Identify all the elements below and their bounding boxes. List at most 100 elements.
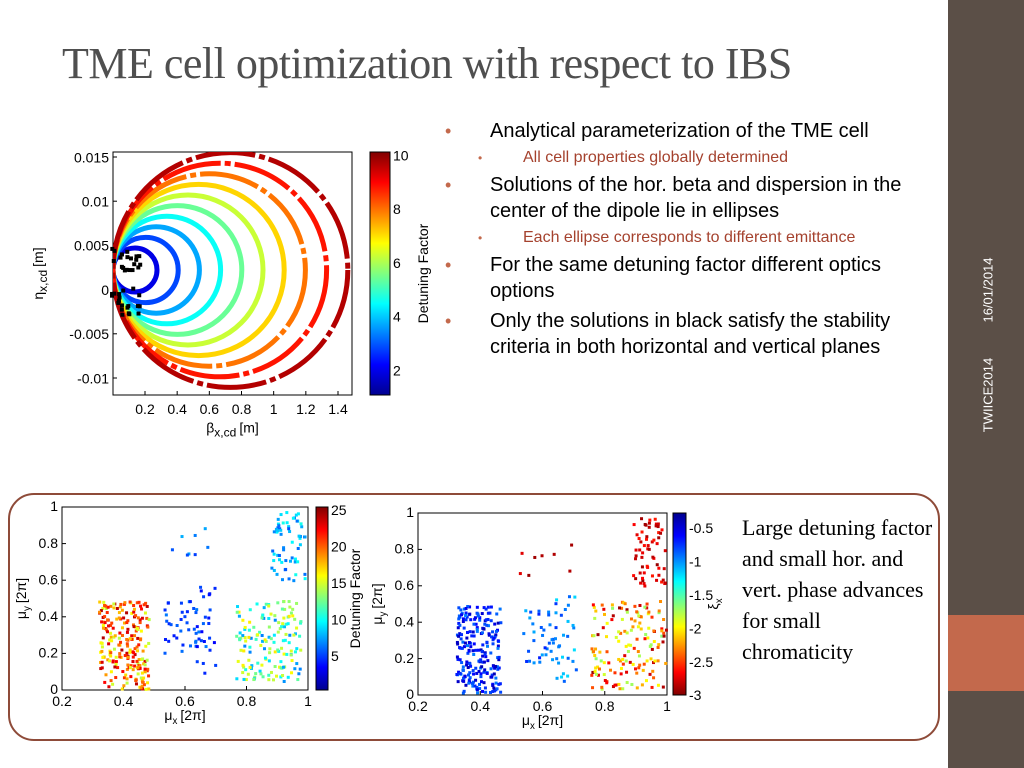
- scatter-dot: [660, 634, 664, 638]
- scatter-dot: [640, 517, 644, 521]
- scatter-dot: [122, 676, 126, 680]
- scatter-dot: [660, 580, 664, 584]
- scatter-dot: [201, 622, 205, 626]
- scatter-dot: [460, 661, 464, 665]
- scatter-dot: [134, 614, 138, 618]
- scatter-dot: [132, 625, 136, 629]
- scatter-dot: [118, 631, 122, 635]
- scatter-dot: [558, 644, 562, 648]
- y-tick-label: 0.2: [39, 645, 59, 661]
- scatter-dot: [472, 672, 476, 676]
- scatter-dot: [126, 644, 130, 648]
- scatter-dot: [103, 621, 107, 625]
- scatter-dot: [297, 672, 301, 676]
- label-unit: [2π]: [538, 712, 563, 728]
- label-unit: [2π]: [13, 578, 29, 603]
- scatter-dot: [268, 651, 272, 655]
- scatter-dot: [142, 662, 146, 666]
- scatter-dot: [235, 677, 239, 681]
- scatter-dot: [144, 644, 148, 648]
- scatter-dot: [462, 689, 466, 693]
- scatter-dot: [134, 625, 138, 629]
- scatter-dot: [651, 555, 655, 559]
- scatter-dot: [566, 603, 570, 607]
- scatter-dot: [592, 605, 596, 609]
- y-tick-label: 0.015: [74, 149, 109, 165]
- scatter-dot: [110, 639, 114, 643]
- colorbar-tick-label: -0.5: [689, 520, 713, 536]
- scatter-dot: [613, 671, 617, 675]
- scatter-dot: [630, 682, 634, 686]
- scatter-dot: [639, 540, 643, 544]
- scatter-dot: [490, 673, 494, 677]
- scatter-dot: [474, 622, 478, 626]
- scatter-dot: [472, 634, 476, 638]
- scatter-dot: [112, 647, 116, 651]
- scatter-dot: [236, 605, 240, 609]
- scatter-dot: [146, 681, 150, 685]
- scatter-dot: [529, 610, 533, 614]
- scatter-dot: [117, 636, 121, 640]
- scatter-dot: [238, 631, 242, 635]
- scatter-dot: [146, 625, 150, 629]
- scatter-dot: [469, 618, 473, 622]
- scatter-dot: [208, 608, 212, 612]
- scatter-dot: [563, 608, 567, 612]
- scatter-dot: [611, 606, 615, 610]
- scatter-dot: [194, 611, 198, 615]
- scatter-dot: [625, 681, 629, 685]
- scatter-dot: [518, 572, 522, 576]
- scatter-dot: [621, 657, 625, 661]
- scatter-dot: [108, 638, 112, 642]
- scatter-dot: [145, 616, 149, 620]
- scatter-dot: [654, 522, 658, 526]
- scatter-dot: [295, 662, 299, 666]
- scatter-dot: [644, 679, 648, 683]
- stable-solution: [112, 248, 117, 253]
- scatter-dot: [473, 617, 477, 621]
- scatter-dot: [125, 638, 129, 642]
- scatter-dot: [125, 611, 129, 615]
- scatter-dot: [272, 552, 276, 556]
- scatter-dot: [258, 669, 262, 673]
- scatter-dot: [175, 624, 179, 628]
- scatter-dot: [105, 611, 109, 615]
- scatter-dot: [637, 614, 641, 618]
- scatter-dot: [278, 627, 282, 631]
- scatter-dot: [242, 665, 246, 669]
- label-sub: y: [378, 612, 389, 617]
- scatter-dot: [538, 656, 542, 660]
- scatter-dot: [175, 636, 179, 640]
- scatter-dot: [471, 681, 475, 685]
- scatter-dot: [303, 577, 307, 581]
- scatter-dot: [638, 621, 642, 625]
- scatter-dot: [591, 670, 595, 674]
- stable-solution: [127, 268, 132, 273]
- scatter-dot: [282, 600, 286, 604]
- scatter-dot: [591, 686, 595, 690]
- scatter-dot: [100, 641, 104, 645]
- label-sub: y: [22, 606, 33, 611]
- scatter-dot: [199, 639, 203, 643]
- scatter-dot: [621, 687, 625, 691]
- scatter-dot: [143, 611, 147, 615]
- scatter-dot: [135, 601, 139, 605]
- y-tick-label: 1: [406, 504, 414, 520]
- scatter-dot: [554, 626, 558, 630]
- scatter-dot: [143, 670, 147, 674]
- scatter-dot: [147, 687, 151, 691]
- scatter-dot: [637, 654, 641, 658]
- scatter-dot: [166, 601, 170, 605]
- scatter-dot: [470, 634, 474, 638]
- scatter-dot: [652, 538, 656, 542]
- scatter-dot: [165, 619, 169, 623]
- scatter-dot: [116, 666, 120, 670]
- scatter-dot: [639, 581, 643, 585]
- scatter-dot: [455, 655, 459, 659]
- label-unit: [m]: [239, 420, 258, 436]
- y-tick-label: 0: [50, 681, 58, 697]
- scatter-dot: [294, 573, 298, 577]
- scatter-dot: [652, 676, 656, 680]
- scatter-dot: [633, 619, 637, 623]
- scatter-dot: [262, 606, 266, 610]
